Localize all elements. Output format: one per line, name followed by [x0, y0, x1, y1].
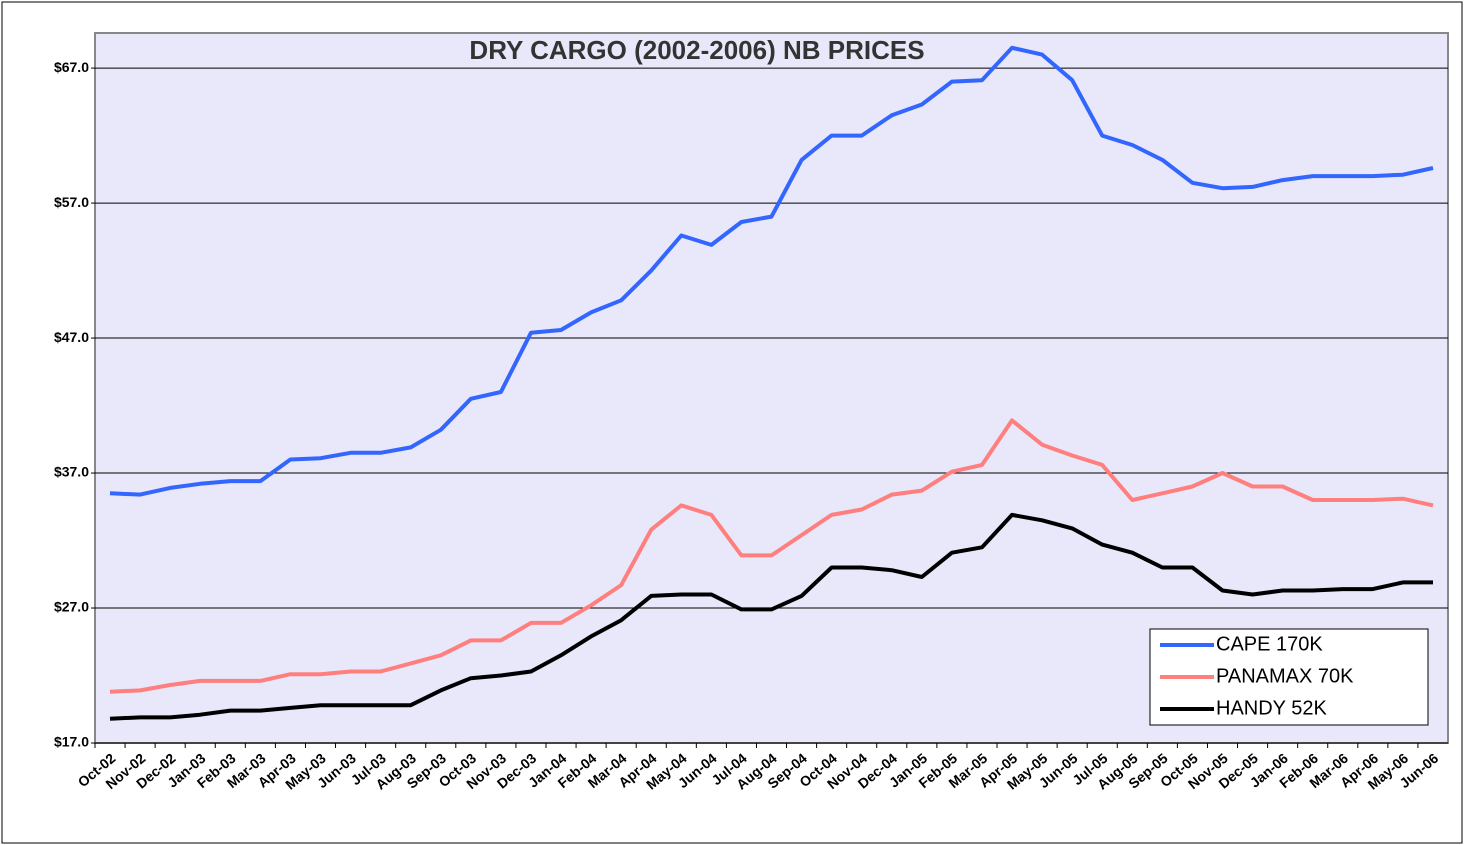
- legend-label: PANAMAX 70K: [1216, 665, 1354, 687]
- series-line: [109, 512, 1433, 721]
- y-tick-label: $17.0: [54, 734, 89, 750]
- legend-label: CAPE 170K: [1216, 633, 1323, 655]
- y-tick-label: $37.0: [54, 464, 89, 480]
- y-tick-label: $67.0: [54, 59, 89, 75]
- y-tick-label: $57.0: [54, 194, 89, 210]
- series-line: [109, 45, 1434, 497]
- lines: [109, 45, 1434, 721]
- plot-area: [94, 32, 1449, 744]
- y-tick-label: $27.0: [54, 599, 89, 615]
- y-tick-label: $47.0: [54, 329, 89, 345]
- legend-label: HANDY 52K: [1216, 697, 1327, 719]
- chart-title: DRY CARGO (2002-2006) NB PRICES: [469, 35, 924, 65]
- series-line: [109, 418, 1434, 694]
